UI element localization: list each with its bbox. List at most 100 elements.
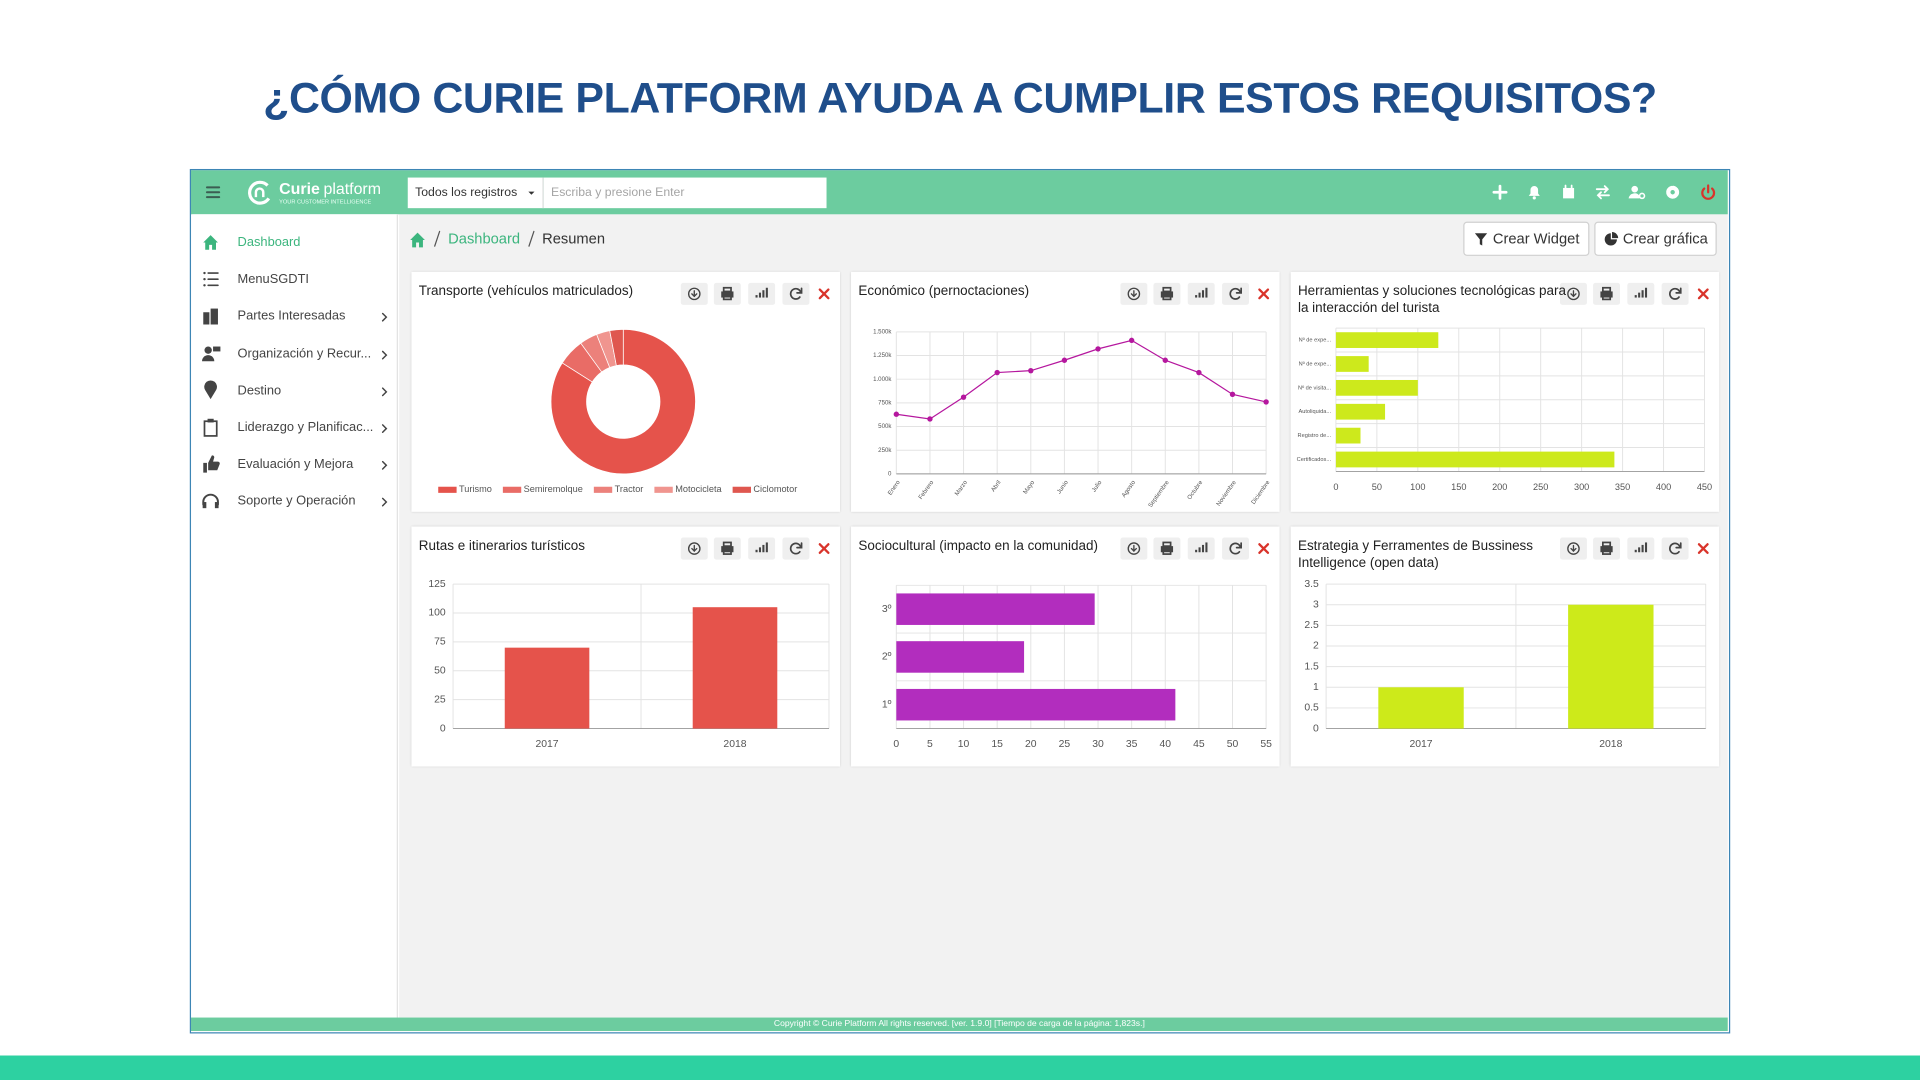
toolbar-button[interactable]: Crear gráfica xyxy=(1594,221,1717,256)
download-icon[interactable] xyxy=(1567,542,1580,555)
sidebar-item[interactable]: Dashboard xyxy=(192,228,396,257)
search-scope-select[interactable]: Todos los registros xyxy=(407,177,544,209)
widget-tool-bg[interactable] xyxy=(1187,282,1215,305)
icon-shape xyxy=(1602,286,1612,293)
close-icon[interactable] xyxy=(1258,288,1270,300)
sep-icon xyxy=(528,230,535,247)
widget-tool-bg[interactable] xyxy=(748,282,776,305)
line-point xyxy=(893,411,900,417)
refresh-icon[interactable] xyxy=(1669,287,1682,300)
line-point xyxy=(1095,346,1101,352)
icon-shape xyxy=(1205,287,1208,298)
sidebar-item[interactable]: Soporte y Operación xyxy=(192,487,396,516)
refresh-icon[interactable] xyxy=(789,542,803,555)
refresh-icon[interactable] xyxy=(1229,542,1243,555)
breadcrumb-home[interactable] xyxy=(409,229,426,249)
caret-icon xyxy=(528,191,535,195)
close-icon[interactable] xyxy=(818,288,830,300)
widget-tool-bg[interactable] xyxy=(1222,537,1249,560)
menu-icon[interactable] xyxy=(205,186,221,199)
bell-icon[interactable] xyxy=(1528,186,1540,200)
x-tick-label: Julio xyxy=(1090,479,1103,494)
x-tick-label: 300 xyxy=(1574,482,1589,492)
print-icon[interactable] xyxy=(1600,541,1613,555)
y-tick-label: 0 xyxy=(1313,723,1319,734)
sidebar-item[interactable]: Liderazgo y Planificac... xyxy=(192,413,396,442)
y-tick-label: 250k xyxy=(878,447,892,454)
power-icon[interactable] xyxy=(1701,184,1716,200)
icon-shape xyxy=(1641,290,1644,298)
usercog-icon[interactable] xyxy=(1628,185,1646,200)
icon-shape xyxy=(1602,548,1612,555)
close-icon[interactable] xyxy=(1258,543,1270,555)
bar xyxy=(1378,687,1464,729)
close-icon[interactable] xyxy=(818,543,830,555)
line-point xyxy=(1028,367,1034,374)
signal-icon[interactable] xyxy=(755,542,768,553)
download-icon[interactable] xyxy=(687,287,701,301)
icon-shape xyxy=(1669,542,1681,555)
print-icon[interactable] xyxy=(721,541,734,555)
cal-icon[interactable] xyxy=(1563,184,1575,199)
download-icon[interactable] xyxy=(1127,542,1141,555)
sidebar-item[interactable]: Partes Interesadas xyxy=(192,302,396,331)
icon-stroke xyxy=(1697,543,1709,555)
icon-stroke xyxy=(1697,288,1709,300)
sidebar-icon xyxy=(204,380,217,399)
signal-icon[interactable] xyxy=(755,287,768,298)
icon-stroke xyxy=(434,230,441,247)
widget-tool-bg[interactable] xyxy=(1187,537,1215,560)
sidebar-item[interactable]: Organización y Recur... xyxy=(192,339,396,368)
download-icon[interactable] xyxy=(1127,287,1141,301)
widget-tool-bg[interactable] xyxy=(1222,282,1249,305)
sidebar-item[interactable]: Destino xyxy=(192,376,396,405)
icon-shape xyxy=(1668,188,1677,197)
widget-tool-bg[interactable] xyxy=(1661,537,1689,560)
y-tick-label: 1º xyxy=(882,699,892,710)
swap-icon[interactable] xyxy=(1595,185,1610,200)
download-icon[interactable] xyxy=(1567,287,1580,301)
icon-shape xyxy=(1528,186,1540,196)
widget-tool-bg[interactable] xyxy=(1627,537,1655,560)
icon-shape xyxy=(203,284,206,287)
signal-icon[interactable] xyxy=(1634,287,1648,298)
icon-shape xyxy=(765,542,768,553)
slide-title: ¿CÓMO CURIE PLATFORM AYUDA A CUMPLIR EST… xyxy=(263,74,1657,123)
print-icon[interactable] xyxy=(721,286,734,301)
plus-icon[interactable] xyxy=(1492,184,1508,200)
legend-label: Semiremolque xyxy=(524,484,583,494)
x-tick-label: 250 xyxy=(1533,482,1548,492)
breadcrumb-item[interactable]: Dashboard xyxy=(448,230,521,248)
icon-shape xyxy=(1612,231,1619,238)
refresh-icon[interactable] xyxy=(789,287,803,300)
refresh-icon[interactable] xyxy=(1669,542,1682,555)
print-icon[interactable] xyxy=(1160,286,1174,301)
print-icon[interactable] xyxy=(1600,286,1613,301)
widget-tool-bg[interactable] xyxy=(1661,282,1689,305)
signal-icon[interactable] xyxy=(1195,542,1208,553)
widget-tool-bg[interactable] xyxy=(1627,282,1655,305)
widget-tool-bg[interactable] xyxy=(748,537,776,560)
y-tick-label: Nº de expe... xyxy=(1299,337,1332,344)
widget-tool-bg[interactable] xyxy=(782,282,810,305)
sidebar-item[interactable]: Evaluación y Mejora xyxy=(192,450,396,479)
y-tick-label: Nº de visita... xyxy=(1298,384,1331,391)
line-point xyxy=(927,416,933,422)
close-icon[interactable] xyxy=(1697,543,1709,555)
sidebar-item[interactable]: MenuSGDTI xyxy=(192,265,396,294)
print-icon[interactable] xyxy=(1160,541,1174,555)
legend-swatch xyxy=(654,486,673,493)
toolbar-button[interactable]: Crear Widget xyxy=(1463,221,1590,256)
refresh-icon[interactable] xyxy=(1229,287,1243,300)
icon-shape xyxy=(203,455,220,473)
signal-icon[interactable] xyxy=(1634,542,1648,553)
line-point xyxy=(1229,391,1236,398)
download-icon[interactable] xyxy=(687,542,701,555)
line-point xyxy=(960,394,967,400)
close-icon[interactable] xyxy=(1697,288,1709,300)
search-input[interactable]: Escriba y presione Enter xyxy=(543,177,827,209)
gear-icon[interactable] xyxy=(1666,185,1680,199)
signal-icon[interactable] xyxy=(1195,287,1208,298)
widget-tool-bg[interactable] xyxy=(782,537,810,560)
y-tick-label: 500k xyxy=(878,423,892,430)
